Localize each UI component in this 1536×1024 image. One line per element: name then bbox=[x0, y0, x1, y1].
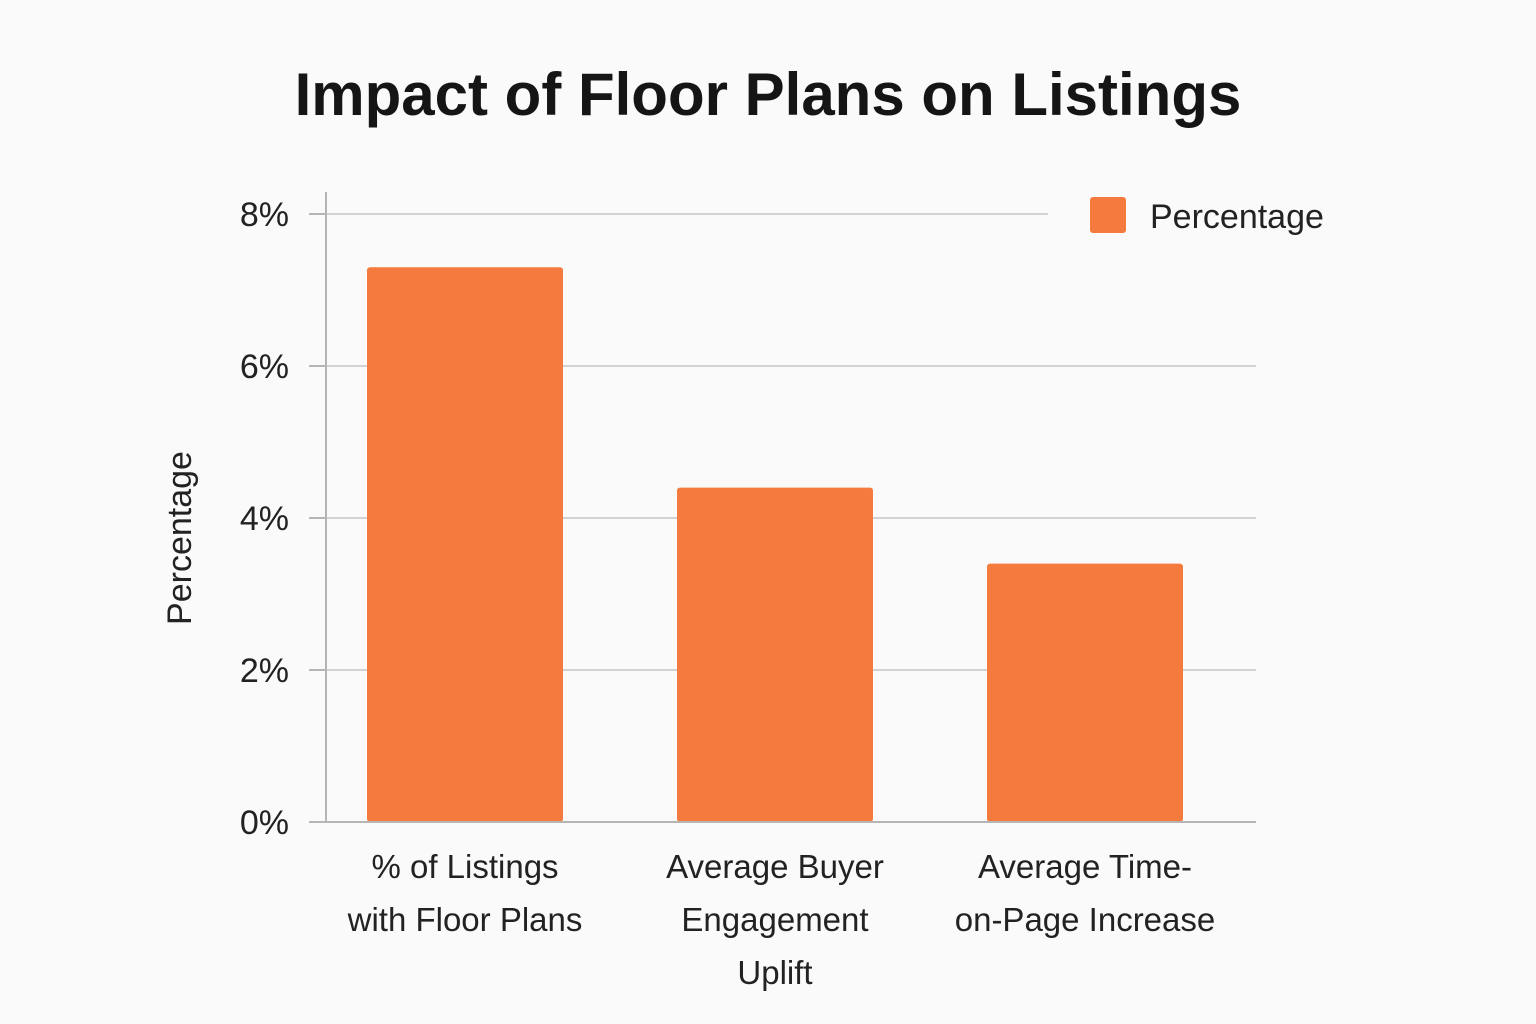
y-tick-label: 2% bbox=[240, 652, 289, 690]
bar bbox=[367, 267, 563, 822]
y-axis-title: Percentage bbox=[161, 451, 199, 625]
bars bbox=[367, 267, 1183, 822]
bar bbox=[987, 563, 1183, 822]
x-category-label: % of Listings with Floor Plans bbox=[347, 848, 583, 938]
x-category-label: Average Time-on-Page Increase bbox=[955, 848, 1216, 938]
y-tick-label: 0% bbox=[240, 804, 289, 842]
y-tick-label: 6% bbox=[240, 348, 289, 386]
bar bbox=[677, 487, 873, 822]
x-category-label: Average Buyer Engagement Uplift bbox=[666, 848, 884, 991]
chart-title: Impact of Floor Plans on Listings bbox=[294, 61, 1242, 128]
y-tick-label: 4% bbox=[240, 500, 289, 538]
legend-label: Percentage bbox=[1150, 198, 1324, 236]
x-category-labels: % of Listings with Floor Plans Average Buy… bbox=[347, 848, 1216, 991]
legend-swatch bbox=[1090, 197, 1126, 233]
axes bbox=[309, 192, 1256, 823]
y-tick-label: 8% bbox=[240, 196, 289, 234]
legend: Percentage bbox=[1090, 197, 1324, 236]
y-tick-labels: 0% 2% 4% 6% 8% bbox=[240, 196, 289, 842]
